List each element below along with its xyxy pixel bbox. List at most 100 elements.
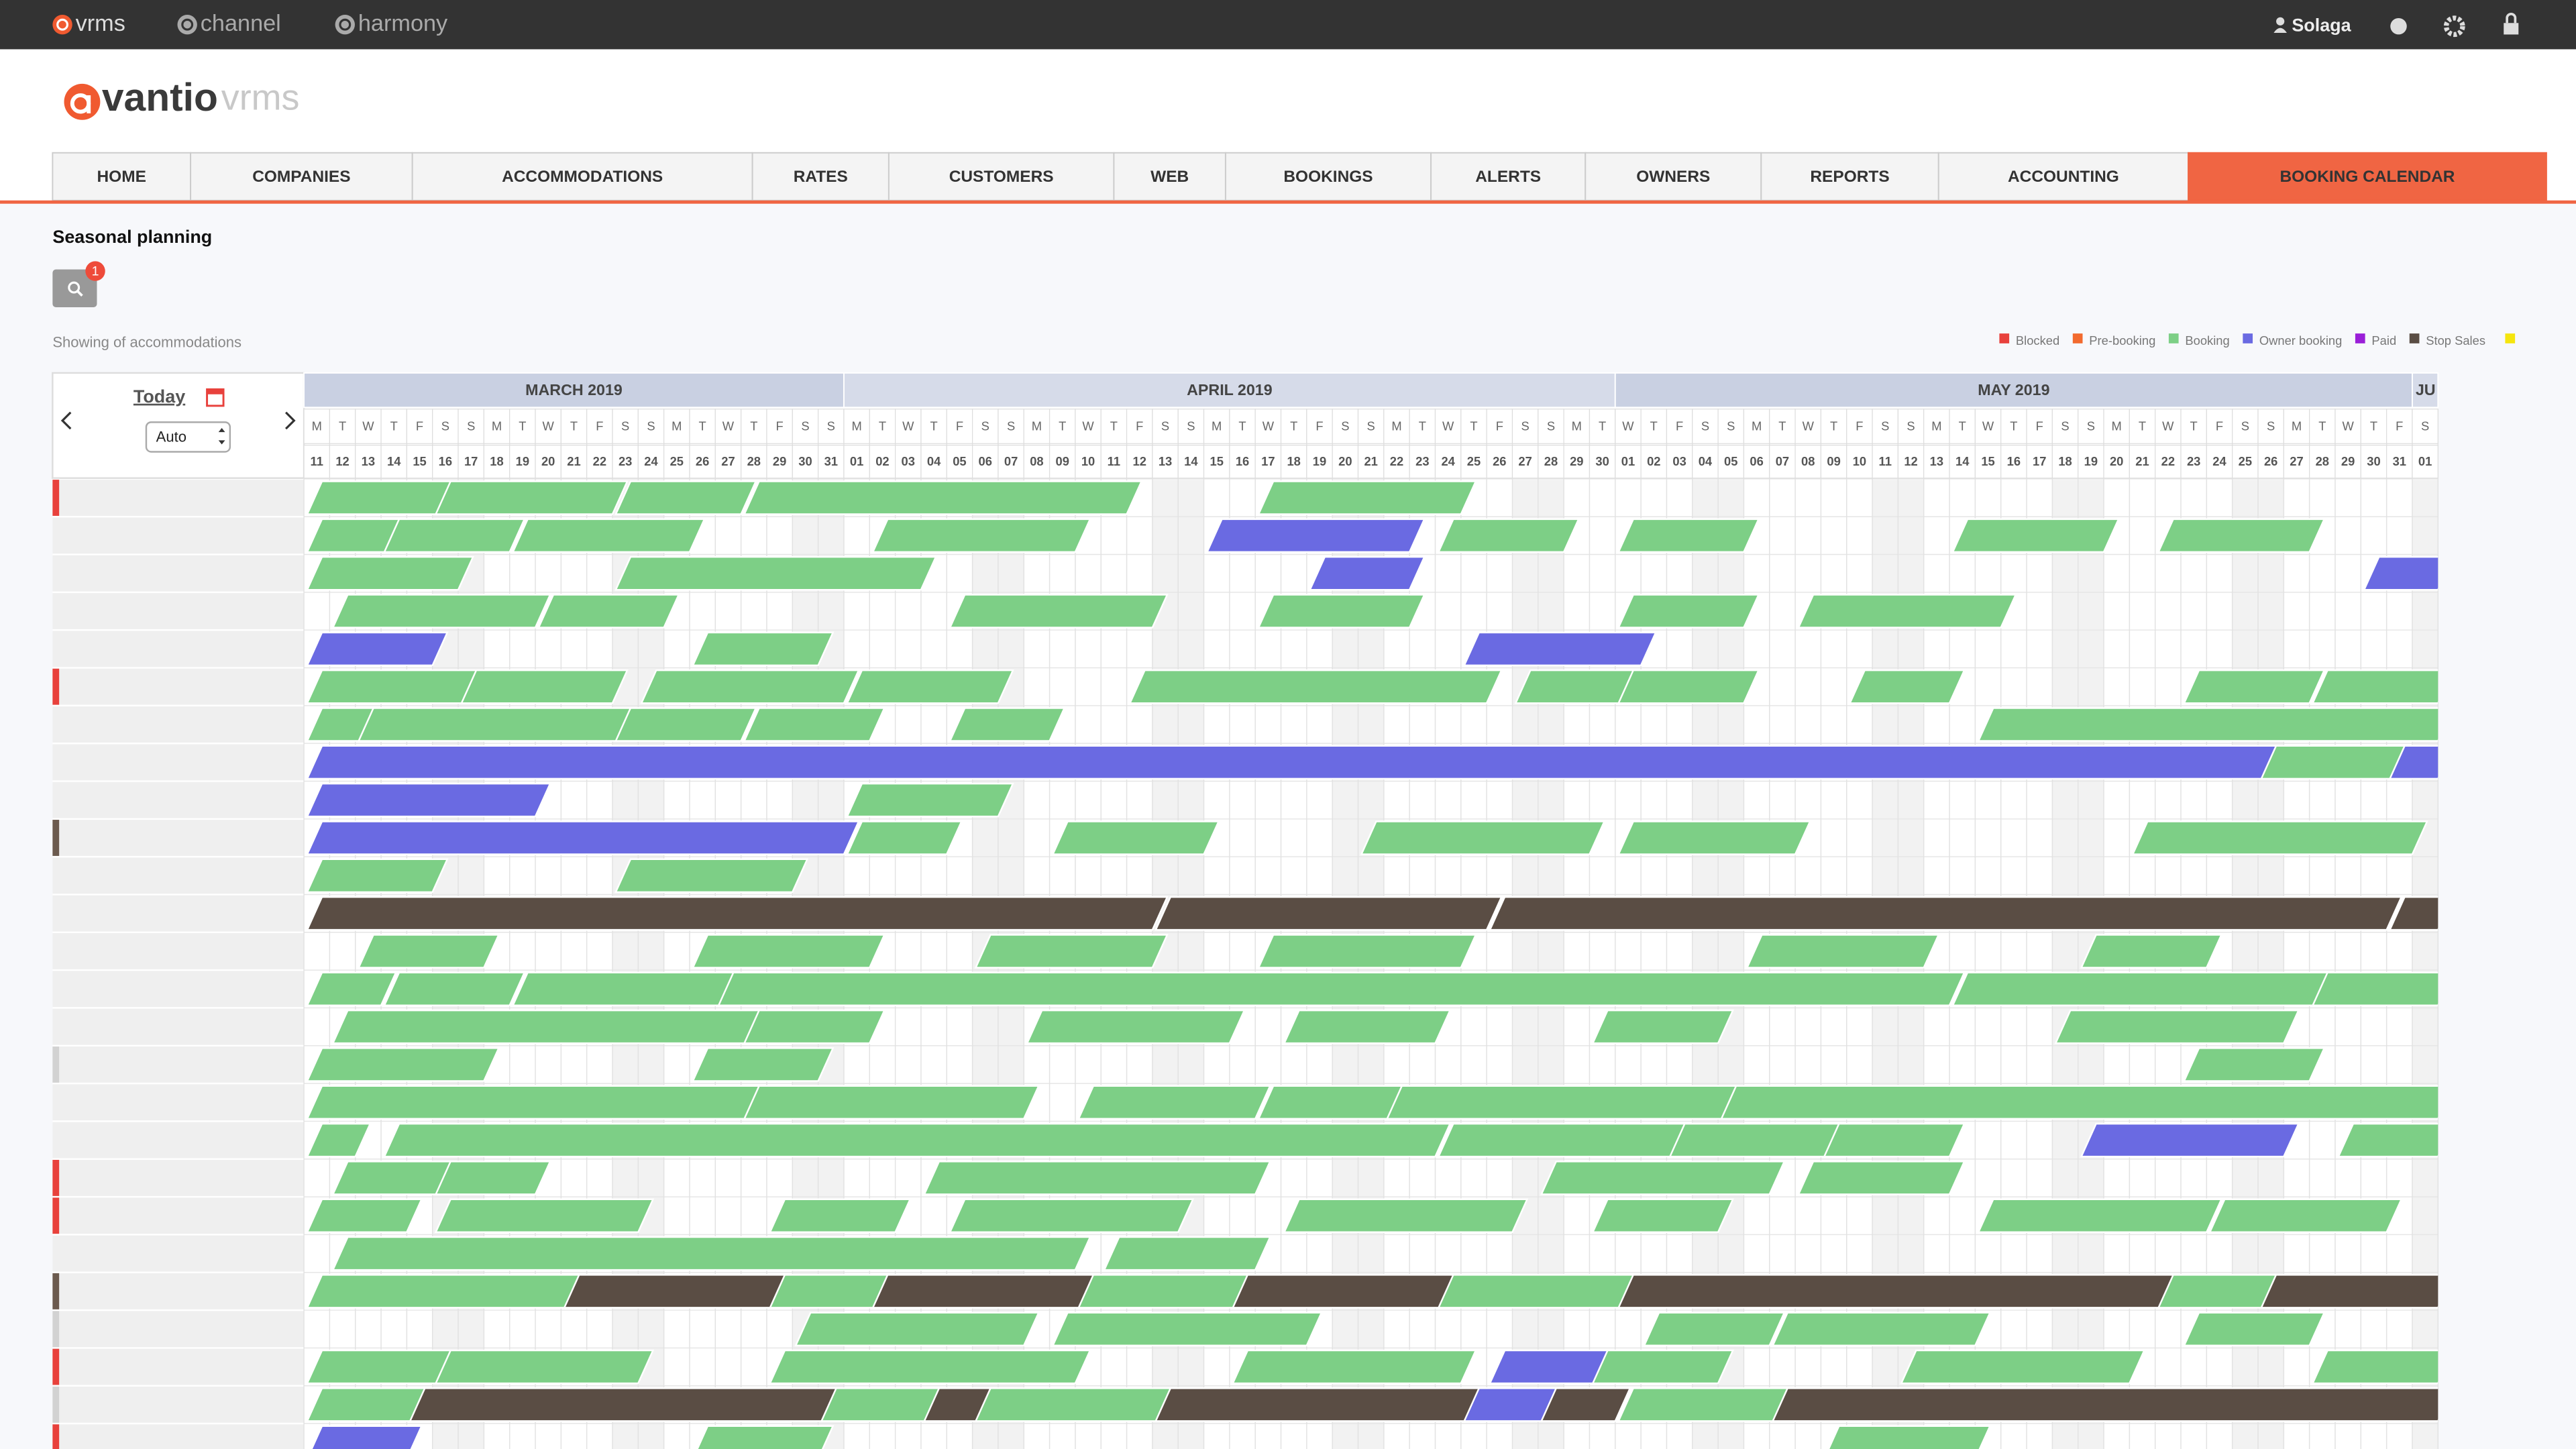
booking-bar[interactable] bbox=[2363, 555, 2453, 591]
booking-bar[interactable] bbox=[306, 1198, 423, 1233]
booking-bar[interactable] bbox=[1617, 1274, 2197, 1309]
booking-bar[interactable] bbox=[845, 669, 1014, 704]
booking-bar[interactable] bbox=[2259, 1274, 2453, 1309]
booking-bar[interactable] bbox=[1591, 1198, 1735, 1233]
booking-bar[interactable] bbox=[1900, 1349, 2146, 1385]
booking-bar[interactable] bbox=[1848, 669, 1966, 704]
booking-bar[interactable] bbox=[2157, 518, 2326, 553]
booking-bar[interactable] bbox=[1051, 1311, 1323, 1346]
booking-bar[interactable] bbox=[383, 971, 526, 1006]
nav-item[interactable] bbox=[1585, 152, 1762, 201]
booking-bar[interactable] bbox=[1617, 518, 1760, 553]
booking-bar[interactable] bbox=[434, 1349, 655, 1385]
lock-icon[interactable] bbox=[2504, 23, 2519, 35]
booking-bar[interactable] bbox=[614, 480, 757, 515]
booking-bar[interactable] bbox=[949, 594, 1169, 629]
booking-bar[interactable] bbox=[743, 707, 886, 742]
booking-bar[interactable] bbox=[1026, 1009, 1246, 1044]
booking-bar[interactable] bbox=[1977, 1198, 2223, 1233]
booking-bar[interactable] bbox=[614, 555, 937, 591]
booking-bar[interactable] bbox=[1771, 1387, 2453, 1422]
booking-bar[interactable] bbox=[2054, 1009, 2300, 1044]
booking-bar[interactable] bbox=[1385, 1085, 1760, 1120]
booking-bar[interactable] bbox=[691, 1047, 835, 1082]
booking-bar[interactable] bbox=[717, 971, 1966, 1006]
booking-bar[interactable] bbox=[460, 669, 629, 704]
prev-button[interactable] bbox=[60, 411, 72, 430]
booking-bar[interactable] bbox=[1746, 934, 1940, 969]
zoom-select[interactable] bbox=[145, 421, 231, 453]
booking-bar[interactable] bbox=[1951, 518, 2120, 553]
booking-bar[interactable] bbox=[640, 669, 860, 704]
booking-bar[interactable] bbox=[306, 782, 551, 818]
app-link[interactable]: vrms bbox=[76, 11, 125, 36]
app-link[interactable]: harmony bbox=[358, 11, 448, 36]
booking-bar[interactable] bbox=[845, 820, 963, 855]
booking-bar[interactable] bbox=[1797, 1161, 1966, 1195]
booking-bar[interactable] bbox=[2183, 1047, 2326, 1082]
booking-bar[interactable] bbox=[306, 858, 449, 894]
booking-bar[interactable] bbox=[949, 707, 1066, 742]
booking-bar[interactable] bbox=[1437, 1122, 1709, 1158]
booking-bar[interactable] bbox=[1617, 669, 1760, 704]
booking-bar[interactable] bbox=[1437, 518, 1580, 553]
booking-bar[interactable] bbox=[2388, 896, 2453, 931]
booking-bar[interactable] bbox=[1489, 896, 2403, 931]
booking-bar[interactable] bbox=[2080, 934, 2223, 969]
booking-bar[interactable] bbox=[434, 1161, 551, 1195]
booking-bar[interactable] bbox=[2080, 1122, 2300, 1158]
booking-bar[interactable] bbox=[768, 1198, 912, 1233]
booking-bar[interactable] bbox=[693, 1425, 835, 1449]
booking-bar[interactable] bbox=[434, 480, 629, 515]
booking-bar[interactable] bbox=[768, 1349, 1091, 1385]
nav-item[interactable] bbox=[1937, 152, 2190, 201]
booking-bar[interactable] bbox=[1231, 1274, 1477, 1309]
settings-icon[interactable] bbox=[2443, 15, 2465, 38]
search-button[interactable] bbox=[52, 269, 97, 307]
booking-bar[interactable] bbox=[794, 1311, 1040, 1346]
booking-bar[interactable] bbox=[743, 480, 1143, 515]
booking-bar[interactable] bbox=[306, 1085, 783, 1120]
booking-bar[interactable] bbox=[331, 594, 551, 629]
booking-bar[interactable] bbox=[2388, 745, 2453, 780]
booking-bar[interactable] bbox=[409, 1387, 860, 1422]
booking-bar[interactable] bbox=[1540, 1387, 1631, 1422]
booking-bar[interactable] bbox=[871, 1274, 1118, 1309]
help-icon[interactable] bbox=[2390, 17, 2407, 35]
booking-bar[interactable] bbox=[306, 1122, 372, 1158]
booking-bar[interactable] bbox=[306, 1047, 500, 1082]
booking-bar[interactable] bbox=[306, 1274, 603, 1309]
booking-bar[interactable] bbox=[1591, 1009, 1735, 1044]
booking-bar[interactable] bbox=[1823, 1122, 1966, 1158]
booking-bar[interactable] bbox=[434, 1198, 655, 1233]
booking-bar[interactable] bbox=[949, 1198, 1195, 1233]
booking-bar[interactable] bbox=[1308, 555, 1426, 591]
booking-bar[interactable] bbox=[1051, 820, 1220, 855]
booking-bar[interactable] bbox=[2311, 669, 2453, 704]
nav-item[interactable] bbox=[1224, 152, 1432, 201]
booking-bar[interactable] bbox=[691, 631, 835, 667]
booking-bar[interactable] bbox=[1720, 1085, 2453, 1120]
booking-bar[interactable] bbox=[511, 971, 757, 1006]
booking-bar[interactable] bbox=[331, 1236, 1091, 1271]
user-name[interactable]: Solaga bbox=[2292, 15, 2351, 35]
booking-bar[interactable] bbox=[1977, 707, 2453, 742]
nav-item[interactable] bbox=[190, 152, 413, 201]
booking-bar[interactable] bbox=[922, 1161, 1272, 1195]
booking-bar[interactable] bbox=[331, 1009, 783, 1044]
booking-bar[interactable] bbox=[357, 707, 655, 742]
booking-bar[interactable] bbox=[1257, 480, 1477, 515]
booking-bar[interactable] bbox=[743, 1009, 886, 1044]
booking-bar[interactable] bbox=[1231, 1349, 1477, 1385]
booking-bar[interactable] bbox=[1154, 896, 1503, 931]
booking-bar[interactable] bbox=[614, 707, 757, 742]
nav-item[interactable] bbox=[52, 152, 192, 201]
nav-item[interactable] bbox=[1760, 152, 1939, 201]
booking-bar[interactable] bbox=[1643, 1311, 1786, 1346]
booking-bar[interactable] bbox=[1283, 1009, 1452, 1044]
booking-bar[interactable] bbox=[306, 820, 860, 855]
booking-bar[interactable] bbox=[614, 858, 809, 894]
nav-item[interactable] bbox=[1113, 152, 1226, 201]
booking-bar[interactable] bbox=[1462, 631, 1658, 667]
calendar-icon[interactable] bbox=[206, 388, 225, 407]
